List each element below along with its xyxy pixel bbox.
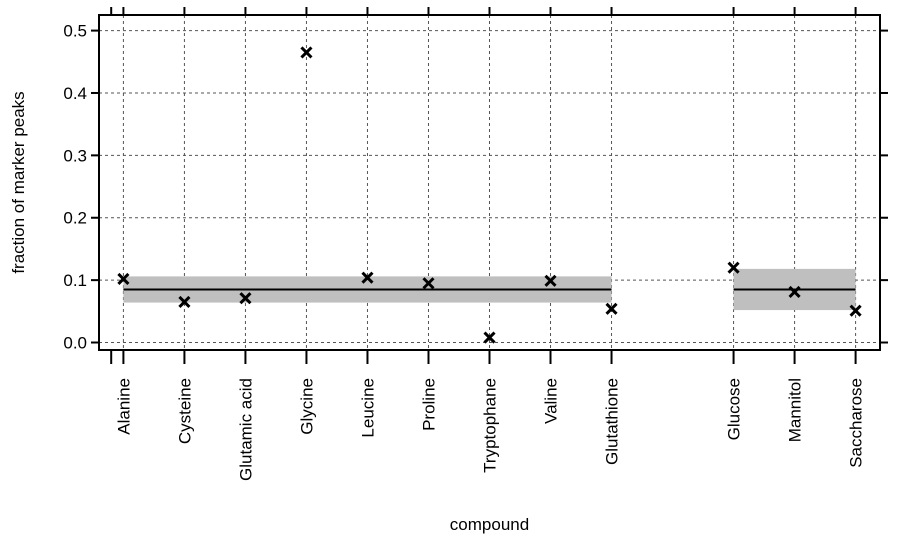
x-category-label: Glycine [297, 378, 316, 435]
x-category-label: Saccharose [847, 378, 866, 468]
y-tick-label: 0.0 [63, 334, 87, 353]
data-point-marker [727, 261, 740, 274]
y-axis-ticks: 0.0 0.1 0.2 0.3 0.4 0.5 [63, 22, 888, 353]
x-axis-ticks: Alanine Cysteine Glutamic acid Glycine Leuci… [110, 7, 866, 481]
data-point-marker [849, 304, 862, 317]
y-tick-label: 0.3 [63, 146, 87, 165]
y-tick-label: 0.2 [63, 209, 87, 228]
x-category-label: Valine [542, 378, 561, 424]
y-tick-label: 0.4 [63, 84, 87, 103]
x-category-label: Leucine [358, 378, 377, 438]
data-point-marker [483, 331, 496, 344]
data-point-marker [788, 285, 801, 299]
x-category-label: Glutamic acid [236, 378, 255, 481]
data-point-marker [239, 292, 252, 305]
x-category-label: Glucose [725, 378, 744, 440]
data-point-marker [544, 274, 557, 287]
x-category-label: Cysteine [175, 378, 194, 444]
y-axis-label: fraction of marker peaks [9, 91, 28, 273]
x-category-label: Tryptophane [481, 378, 500, 473]
x-category-label: Alanine [114, 378, 133, 435]
data-point-marker [422, 277, 435, 290]
x-category-label: Mannitol [786, 378, 805, 442]
data-point-marker [117, 272, 130, 285]
data-point-marker [605, 302, 618, 315]
data-point-marker [300, 46, 313, 59]
data-point-marker [361, 271, 374, 284]
y-tick-label: 0.5 [63, 22, 87, 41]
x-category-label: Proline [419, 378, 438, 431]
x-category-label: Glutathione [603, 378, 622, 465]
x-axis-label: compound [450, 515, 529, 534]
y-tick-label: 0.1 [63, 271, 87, 290]
data-point-marker [178, 295, 191, 309]
data-points [117, 46, 862, 344]
